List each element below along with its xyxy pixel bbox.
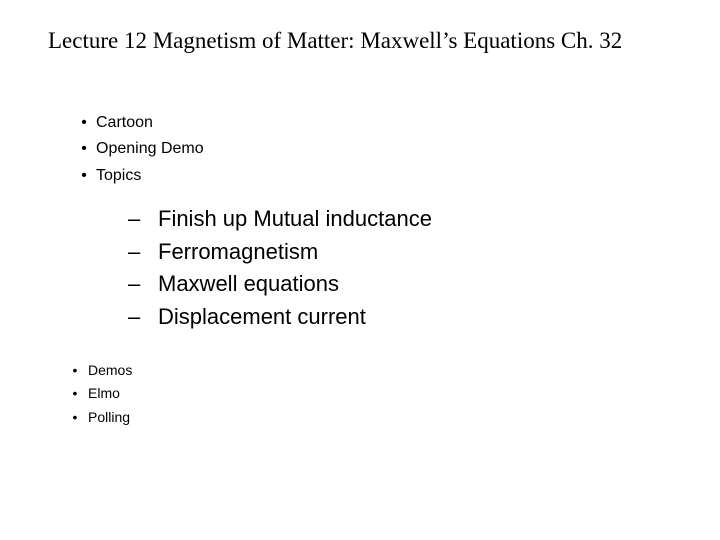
dash-icon: – — [128, 302, 158, 332]
list-item-label: Polling — [88, 407, 130, 427]
list-item: – Displacement current — [128, 302, 432, 332]
subtopic-list: – Finish up Mutual inductance – Ferromag… — [128, 204, 432, 335]
list-item: • Polling — [62, 407, 132, 427]
bullet-icon: • — [62, 360, 88, 380]
list-item: • Opening Demo — [72, 138, 204, 160]
list-item-label: Displacement current — [158, 302, 366, 332]
bullet-icon: • — [72, 165, 96, 187]
list-item: • Cartoon — [72, 112, 204, 134]
list-item: • Demos — [62, 360, 132, 380]
dash-icon: – — [128, 204, 158, 234]
list-item-label: Demos — [88, 360, 132, 380]
bullet-icon: • — [62, 407, 88, 427]
list-item-label: Finish up Mutual inductance — [158, 204, 432, 234]
list-item: – Finish up Mutual inductance — [128, 204, 432, 234]
dash-icon: – — [128, 269, 158, 299]
top-bullet-list: • Cartoon • Opening Demo • Topics — [72, 112, 204, 191]
list-item: – Maxwell equations — [128, 269, 432, 299]
list-item: • Topics — [72, 165, 204, 187]
dash-icon: – — [128, 237, 158, 267]
list-item-label: Cartoon — [96, 112, 153, 134]
bottom-bullet-list: • Demos • Elmo • Polling — [62, 360, 132, 430]
list-item-label: Elmo — [88, 383, 120, 403]
list-item-label: Ferromagnetism — [158, 237, 318, 267]
list-item-label: Opening Demo — [96, 138, 204, 160]
list-item-label: Maxwell equations — [158, 269, 339, 299]
list-item: – Ferromagnetism — [128, 237, 432, 267]
list-item: • Elmo — [62, 383, 132, 403]
list-item-label: Topics — [96, 165, 141, 187]
bullet-icon: • — [72, 112, 96, 134]
bullet-icon: • — [62, 383, 88, 403]
slide-title: Lecture 12 Magnetism of Matter: Maxwell’… — [48, 28, 622, 54]
bullet-icon: • — [72, 138, 96, 160]
